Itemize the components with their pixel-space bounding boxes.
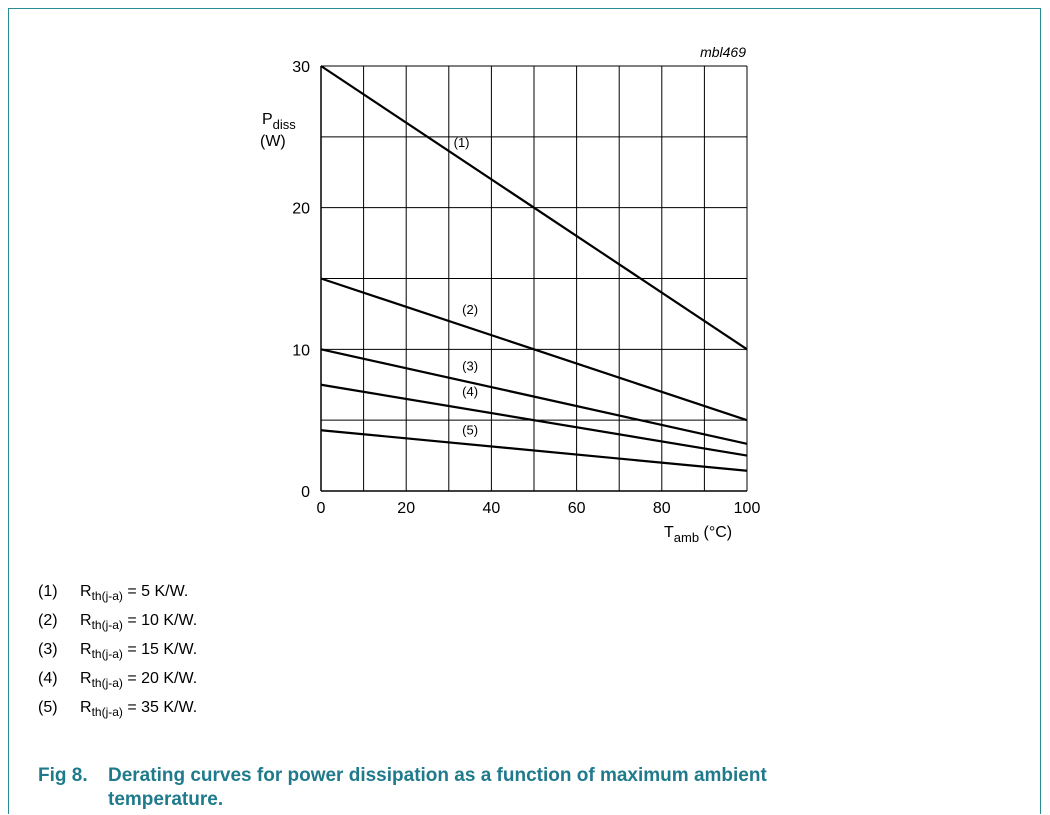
y-axis-label-main: P (262, 111, 273, 128)
legend-value: = 20 K/W. (122, 670, 198, 687)
legend-item: (1) Rth(j-a) = 5 K/W. (38, 582, 197, 611)
x-tick-label: 60 (568, 500, 586, 517)
legend-value: = 35 K/W. (122, 699, 198, 716)
x-tick-label: 100 (734, 500, 761, 517)
y-axis-unit: (W) (260, 133, 286, 150)
legend-subscript: th(j-a) (91, 676, 123, 690)
figure-caption: Fig 8. Derating curves for power dissipat… (38, 764, 1038, 812)
derating-chart: 0 20 40 60 80 100 0 10 20 30 (1) (2) (3) (4) (5) mbl4… (260, 44, 760, 545)
curve-legend: (1) Rth(j-a) = 5 K/W. (2) Rth(j-a) = 10 K/W… (38, 582, 197, 727)
legend-subscript: th(j-a) (91, 705, 123, 719)
series-line (320, 277, 748, 422)
y-axis-label-sub: diss (273, 117, 297, 132)
x-tick-label: 20 (397, 500, 415, 517)
x-axis-label-sub: amb (674, 530, 699, 545)
series-label: (5) (462, 422, 478, 437)
legend-symbol: R (80, 670, 92, 687)
legend-index: (5) (38, 699, 58, 716)
legend-symbol: R (80, 699, 92, 716)
legend-symbol: R (80, 641, 92, 658)
legend-symbol: R (80, 583, 92, 600)
legend-index: (4) (38, 670, 58, 687)
legend-subscript: th(j-a) (91, 618, 123, 632)
y-tick-label: 10 (292, 342, 310, 359)
x-axis-label-unit: (°C) (699, 524, 732, 541)
legend-item: (4) Rth(j-a) = 20 K/W. (38, 669, 197, 698)
caption-line-1: Derating curves for power dissipation as… (108, 765, 767, 786)
y-tick-label: 0 (301, 484, 310, 501)
x-axis-label-main: T (664, 524, 674, 541)
legend-subscript: th(j-a) (91, 647, 123, 661)
series-line (320, 348, 748, 445)
x-tick-label: 0 (317, 500, 326, 517)
tick-labels: 0 20 40 60 80 100 0 10 20 30 (292, 59, 760, 517)
x-tick-label: 80 (653, 500, 671, 517)
legend-index: (3) (38, 641, 58, 658)
series-line (320, 383, 748, 457)
legend-value: = 5 K/W. (122, 583, 189, 600)
legend-index: (2) (38, 612, 58, 629)
grid (320, 65, 748, 492)
x-axis-label: Tamb (°C) (664, 524, 732, 545)
caption-line-2: temperature. (108, 789, 224, 810)
series-label: (4) (462, 384, 478, 399)
series-line (320, 65, 748, 351)
legend-index: (1) (38, 583, 58, 600)
series-labels: (1) (2) (3) (4) (5) (454, 135, 478, 438)
figure-id: mbl469 (700, 44, 746, 60)
legend-subscript: th(j-a) (91, 589, 123, 603)
series-label: (1) (454, 135, 470, 150)
y-tick-label: 20 (292, 201, 310, 218)
legend-value: = 15 K/W. (122, 641, 198, 658)
series-line (320, 429, 748, 472)
series-lines (320, 65, 748, 472)
series-label: (2) (462, 302, 478, 317)
y-axis-label: Pdiss (262, 111, 296, 132)
figure-number: Fig 8. (38, 765, 88, 786)
legend-symbol: R (80, 612, 92, 629)
legend-item: (3) Rth(j-a) = 15 K/W. (38, 640, 197, 669)
series-label: (3) (462, 359, 478, 374)
y-tick-label: 30 (292, 59, 310, 76)
figure-frame (8, 8, 1041, 814)
legend-item: (5) Rth(j-a) = 35 K/W. (38, 698, 197, 727)
legend-item: (2) Rth(j-a) = 10 K/W. (38, 611, 197, 640)
x-tick-label: 40 (483, 500, 501, 517)
legend-value: = 10 K/W. (122, 612, 198, 629)
